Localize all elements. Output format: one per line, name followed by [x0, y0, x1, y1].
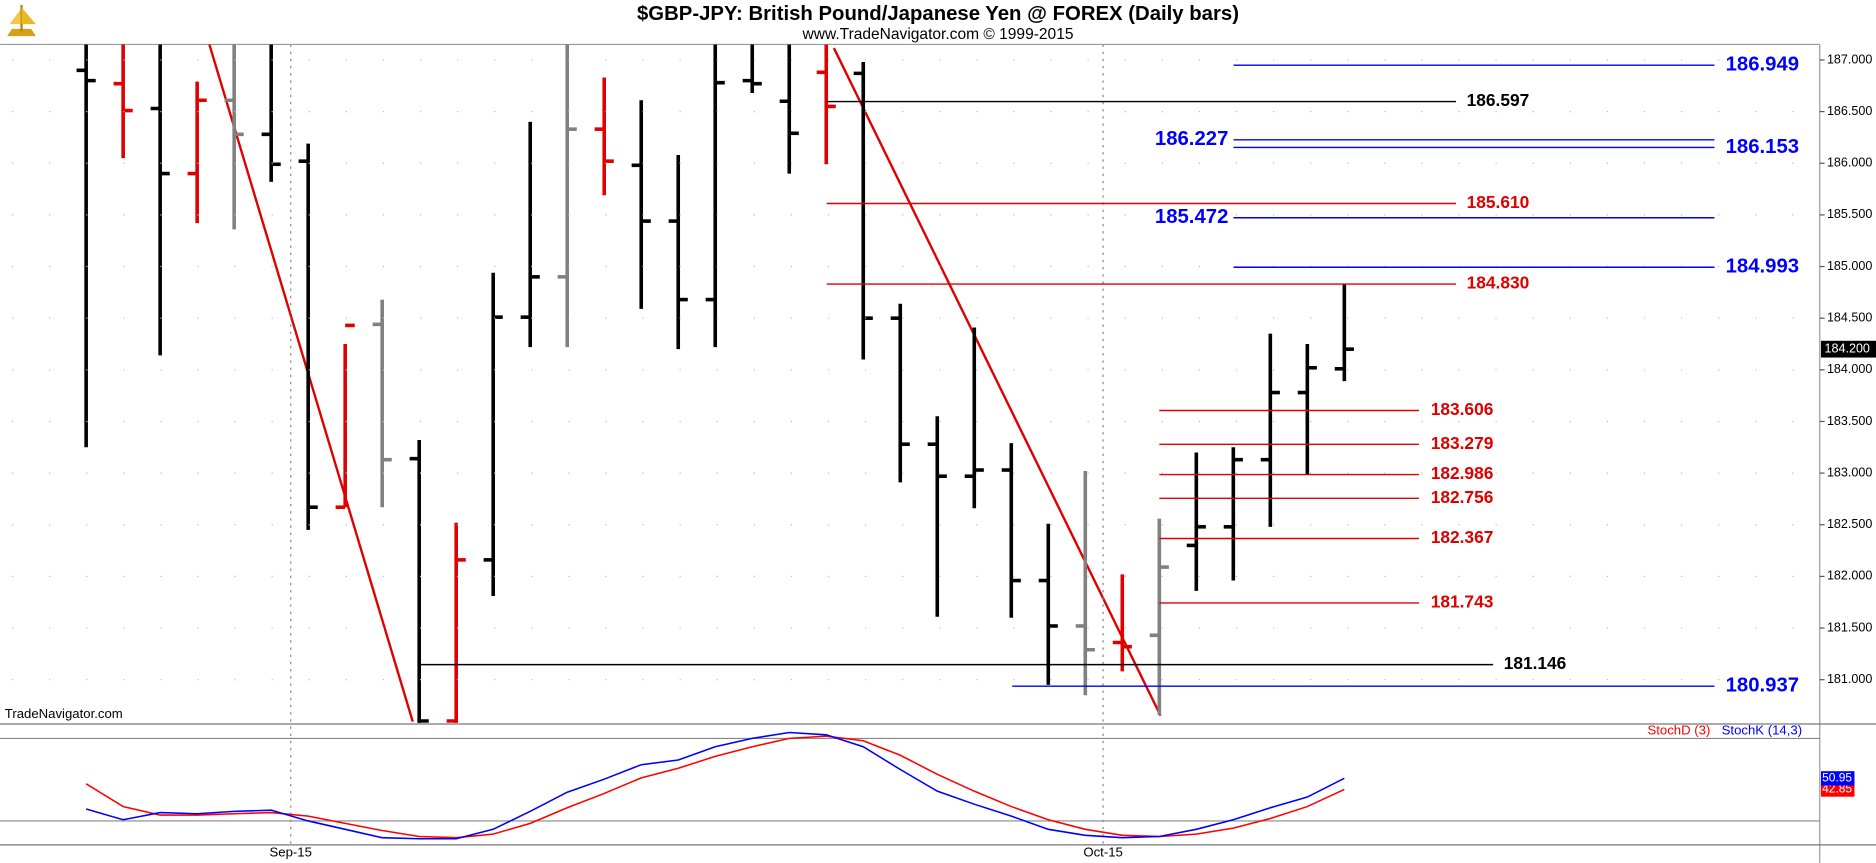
x-tick-label: Sep-15	[270, 845, 312, 860]
y-tick-label: 181.500	[1827, 620, 1872, 634]
y-tick-label: 184.000	[1827, 362, 1872, 376]
level-label: 186.949	[1726, 54, 1799, 76]
y-tick-label: 183.500	[1827, 414, 1872, 428]
chart-title: $GBP-JPY: British Pound/Japanese Yen @ F…	[637, 3, 1239, 25]
y-tick-label: 182.500	[1827, 517, 1872, 531]
y-tick-label: 186.000	[1827, 156, 1872, 170]
level-label: 180.937	[1726, 675, 1799, 697]
chart-subtitle: www.TradeNavigator.com © 1999-2015	[802, 26, 1074, 43]
x-tick-label: Oct-15	[1083, 845, 1122, 860]
last-value-label: 50.95	[1822, 771, 1852, 785]
level-label: 185.472	[1155, 206, 1228, 228]
y-tick-label: 187.000	[1827, 52, 1872, 66]
legend-label: StochK (14,3)	[1722, 723, 1802, 738]
y-tick-label: 185.500	[1827, 207, 1872, 221]
level-label: 182.756	[1431, 487, 1494, 507]
y-tick-label: 186.500	[1827, 104, 1872, 118]
level-label: 181.743	[1431, 592, 1494, 612]
last-value-box	[1820, 771, 1855, 786]
trend-lines	[208, 44, 1162, 722]
price-plot	[76, 44, 1354, 723]
y-tick-label: 185.000	[1827, 259, 1872, 273]
stoch-line	[85, 735, 1345, 839]
level-label: 186.597	[1467, 90, 1530, 110]
level-label: 186.153	[1726, 136, 1799, 158]
y-tick-label: 184.500	[1827, 310, 1872, 324]
level-label: 182.367	[1431, 527, 1494, 547]
level-label: 184.830	[1467, 273, 1530, 293]
level-label: 186.227	[1155, 128, 1228, 150]
level-label: 183.606	[1431, 399, 1494, 419]
level-label: 183.279	[1431, 433, 1494, 453]
level-label: 185.610	[1467, 192, 1530, 212]
stoch-line	[85, 731, 1345, 840]
y-tick-label: 181.000	[1827, 672, 1872, 686]
logo	[7, 4, 36, 37]
legend-label: StochD (3)	[1647, 723, 1710, 738]
last-price-label: 184.200	[1825, 341, 1870, 355]
last-value-box	[1820, 782, 1855, 797]
level-label: 184.993	[1726, 256, 1799, 278]
level-label: 181.146	[1504, 653, 1567, 673]
y-tick-label: 182.000	[1827, 569, 1872, 583]
y-tick-label: 183.000	[1827, 465, 1872, 479]
last-price-box	[1820, 340, 1876, 358]
level-label: 182.986	[1431, 463, 1494, 483]
watermark: TradeNavigator.com	[5, 706, 123, 721]
